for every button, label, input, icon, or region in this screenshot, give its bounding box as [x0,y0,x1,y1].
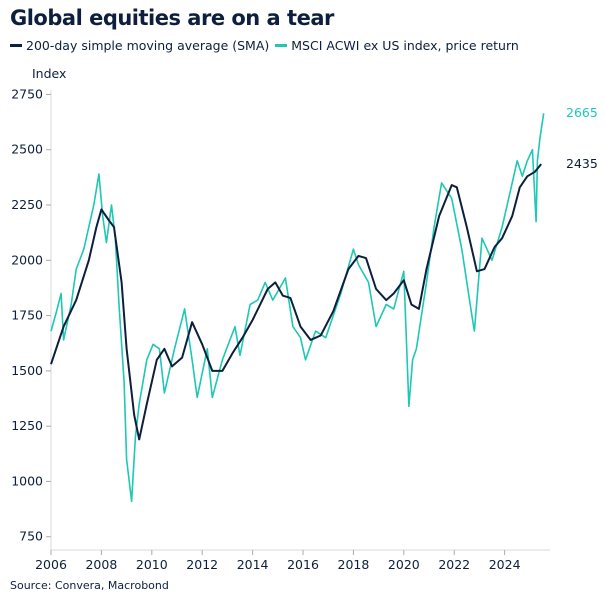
legend-item-msci: MSCI ACWI ex US index, price return [275,38,519,53]
legend-label-sma: 200-day simple moving average (SMA) [26,38,270,53]
x-tick-label: 2018 [338,557,370,572]
y-tick-label: 2250 [11,197,43,212]
y-tick-label: 1000 [11,473,43,488]
y-tick-label: 2000 [11,252,43,267]
x-tick-label: 2010 [136,557,168,572]
x-tick-label: 2006 [35,557,67,572]
y-tick-label: 2500 [11,142,43,157]
legend-swatch-msci [275,44,288,47]
x-tick-label: 2024 [489,557,521,572]
chart-title: Global equities are on a tear [10,6,334,30]
legend-swatch-sma [10,44,22,47]
y-tick-label: 1750 [11,308,43,323]
y-tick-label: 2750 [11,86,43,101]
legend-item-sma: 200-day simple moving average (SMA) [10,38,269,53]
x-tick-label: 2020 [388,557,420,572]
x-tick-label: 2008 [85,557,117,572]
legend-label-msci: MSCI ACWI ex US index, price return [291,38,519,53]
x-tick-label: 2022 [438,557,470,572]
msci-end-label: 2665 [566,105,598,120]
x-tick-label: 2012 [186,557,218,572]
msci-series-line [50,113,545,503]
sma-series-line [50,163,542,441]
y-tick-label: 750 [19,529,43,544]
legend: 200-day simple moving average (SMA) MSCI… [10,38,519,53]
sma-end-label: 2435 [566,156,598,171]
x-tick-label: 2014 [237,557,269,572]
y-axis-label: Index [32,66,66,81]
y-tick-label: 1250 [11,418,43,433]
y-tick-label: 1500 [11,363,43,378]
x-tick-label: 2016 [287,557,319,572]
source-note: Source: Convera, Macrobond [10,579,169,592]
